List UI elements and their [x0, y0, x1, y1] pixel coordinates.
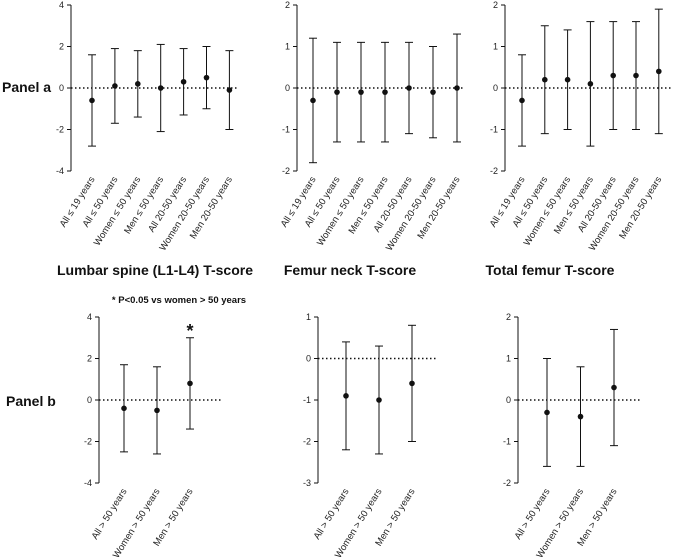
data-point [112, 83, 118, 89]
panel-b-label: Panel b [6, 393, 56, 409]
y-tick-label: 2 [87, 354, 92, 364]
y-tick-label: 2 [285, 0, 290, 10]
y-tick-label: -1 [303, 395, 311, 405]
y-tick-label: 0 [506, 395, 511, 405]
data-point [611, 384, 617, 391]
panel-a-label: Panel a [2, 79, 51, 95]
femur-neck-title: Femur neck T-score [284, 262, 416, 278]
y-tick-label: -2 [84, 437, 92, 447]
data-point [334, 89, 340, 95]
data-point [406, 85, 412, 91]
y-tick-label: -1 [282, 125, 290, 135]
data-point [203, 74, 210, 81]
data-point [121, 405, 127, 412]
data-point [542, 76, 548, 83]
y-tick-label: -2 [490, 166, 498, 176]
data-point [343, 393, 349, 399]
y-tick-label: 1 [306, 312, 311, 322]
significance-asterisk: * [186, 321, 193, 341]
data-point [376, 397, 382, 403]
data-point [157, 85, 164, 91]
y-tick-label: -4 [56, 166, 64, 176]
y-tick-label: 4 [87, 312, 92, 322]
y-tick-label: -3 [303, 478, 311, 488]
lumbar-title: Lumbar spine (L1-L4) T-score [57, 262, 253, 278]
total-femur-title: Total femur T-score [486, 262, 615, 278]
data-point [656, 68, 662, 75]
data-point [180, 78, 187, 85]
data-point [454, 85, 460, 91]
data-point [310, 97, 316, 104]
y-tick-label: -2 [503, 478, 511, 488]
y-tick-label: -2 [282, 166, 290, 176]
significance-note: * P<0.05 vs women > 50 years [112, 295, 246, 306]
y-tick-label: -1 [490, 125, 498, 135]
data-point [587, 81, 594, 87]
data-point [358, 89, 364, 95]
y-tick-label: 1 [285, 42, 290, 52]
y-tick-label: 0 [493, 83, 498, 93]
y-tick-label: -4 [84, 478, 92, 488]
data-point [187, 380, 193, 387]
data-point [544, 409, 550, 416]
data-point [409, 380, 415, 387]
y-tick-label: 2 [59, 42, 64, 52]
data-point [610, 72, 616, 79]
data-point [577, 413, 584, 420]
data-point [564, 76, 571, 83]
data-point [382, 89, 388, 95]
y-tick-label: -2 [303, 437, 311, 447]
y-tick-label: 0 [306, 354, 311, 364]
data-point [135, 81, 141, 87]
data-point [430, 89, 436, 95]
data-point [89, 97, 95, 104]
data-point [154, 407, 160, 414]
y-tick-label: 2 [493, 0, 498, 10]
y-tick-label: -1 [503, 437, 511, 447]
data-point [519, 97, 525, 104]
data-point [226, 87, 233, 93]
y-tick-label: -2 [56, 125, 64, 135]
data-point [633, 72, 639, 79]
y-tick-label: 0 [87, 395, 92, 405]
y-tick-label: 4 [59, 0, 64, 10]
y-tick-label: 2 [506, 312, 511, 322]
y-tick-label: 1 [493, 42, 498, 52]
y-tick-label: 0 [59, 83, 64, 93]
y-tick-label: 1 [506, 354, 511, 364]
y-tick-label: 0 [285, 83, 290, 93]
